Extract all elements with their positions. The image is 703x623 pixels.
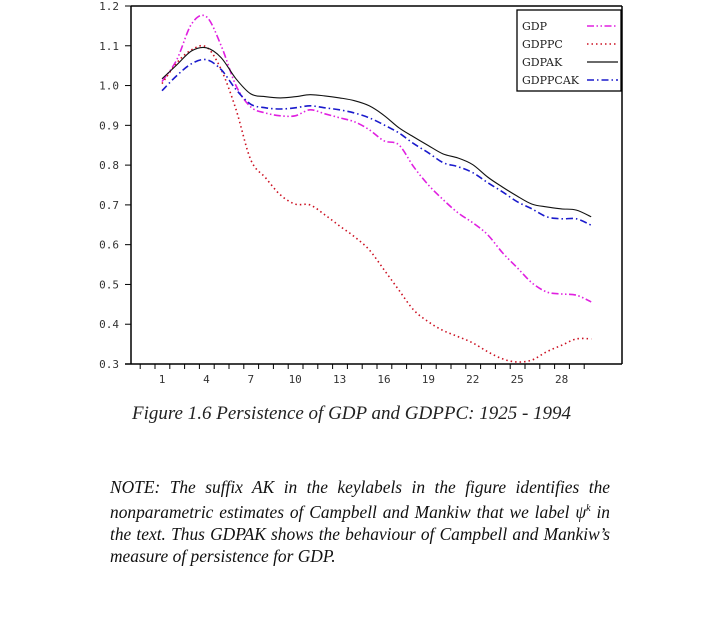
legend-item-gdppc: GDPPC xyxy=(522,38,618,51)
x-tick-label: 16 xyxy=(377,373,390,386)
psi-symbol: ψ xyxy=(575,501,587,522)
x-tick-label: 25 xyxy=(511,373,524,386)
series-line-gdp xyxy=(161,14,592,303)
series-line-gdppcak xyxy=(161,58,592,226)
psi-superscript: k xyxy=(586,503,591,514)
series-layer xyxy=(161,14,592,363)
y-tick-label: 1.1 xyxy=(99,40,119,53)
x-tick-label: 1 xyxy=(159,373,166,386)
figure-caption: Figure 1.6 Persistence of GDP and GDPPC:… xyxy=(131,403,572,424)
note-text-end: in the text. Thus GDPAK shows the behavi… xyxy=(110,501,610,566)
legend-label: GDPAK xyxy=(522,56,563,69)
x-tick-label: 13 xyxy=(333,373,346,386)
y-tick-label: 0.6 xyxy=(99,239,119,252)
y-tick-label: 0.9 xyxy=(99,119,119,132)
x-tick-label: 7 xyxy=(247,373,254,386)
series-line-gdpak xyxy=(161,46,592,218)
legend-item-gdppcak: GDPPCAK xyxy=(522,74,618,87)
legend-item-gdpak: GDPAK xyxy=(522,56,618,69)
y-tick-label: 1.0 xyxy=(99,80,119,93)
y-tick-label: 0.7 xyxy=(99,199,119,212)
legend-label: GDPPCAK xyxy=(522,74,580,87)
figure-note: NOTE: The suffix AK in the keylabels in … xyxy=(110,476,610,567)
y-tick-label: 0.4 xyxy=(99,318,119,331)
series-line-gdppc xyxy=(161,44,592,363)
y-tick-label: 0.8 xyxy=(99,159,119,172)
legend-item-gdp: GDP xyxy=(522,20,618,33)
y-tick-label: 0.3 xyxy=(99,358,119,371)
legend-label: GDPPC xyxy=(522,38,563,51)
x-tick-label: 28 xyxy=(555,373,568,386)
legend-box xyxy=(516,9,622,92)
y-tick-label: 0.5 xyxy=(99,278,119,291)
x-tick-label: 19 xyxy=(422,373,435,386)
x-tick-label: 22 xyxy=(466,373,479,386)
note-text-start: NOTE: The suffix AK in the keylabels in … xyxy=(110,477,610,522)
legend-label: GDP xyxy=(522,20,548,33)
persistence-chart: 0.3 0.4 0.5 0.6 0.7 0.8 0.9 1.0 1.1 1.2 1 4 7 10 13 16 1… xyxy=(99,0,623,386)
y-tick-label: 1.2 xyxy=(99,0,119,13)
x-tick-label: 4 xyxy=(203,373,210,386)
legend: GDP GDPPC GDPAK GDPPCAK xyxy=(516,9,622,92)
x-tick-label: 10 xyxy=(289,373,302,386)
axes: 0.3 0.4 0.5 0.6 0.7 0.8 0.9 1.0 1.1 1.2 1 4 7 10 13 16 1… xyxy=(99,0,623,386)
